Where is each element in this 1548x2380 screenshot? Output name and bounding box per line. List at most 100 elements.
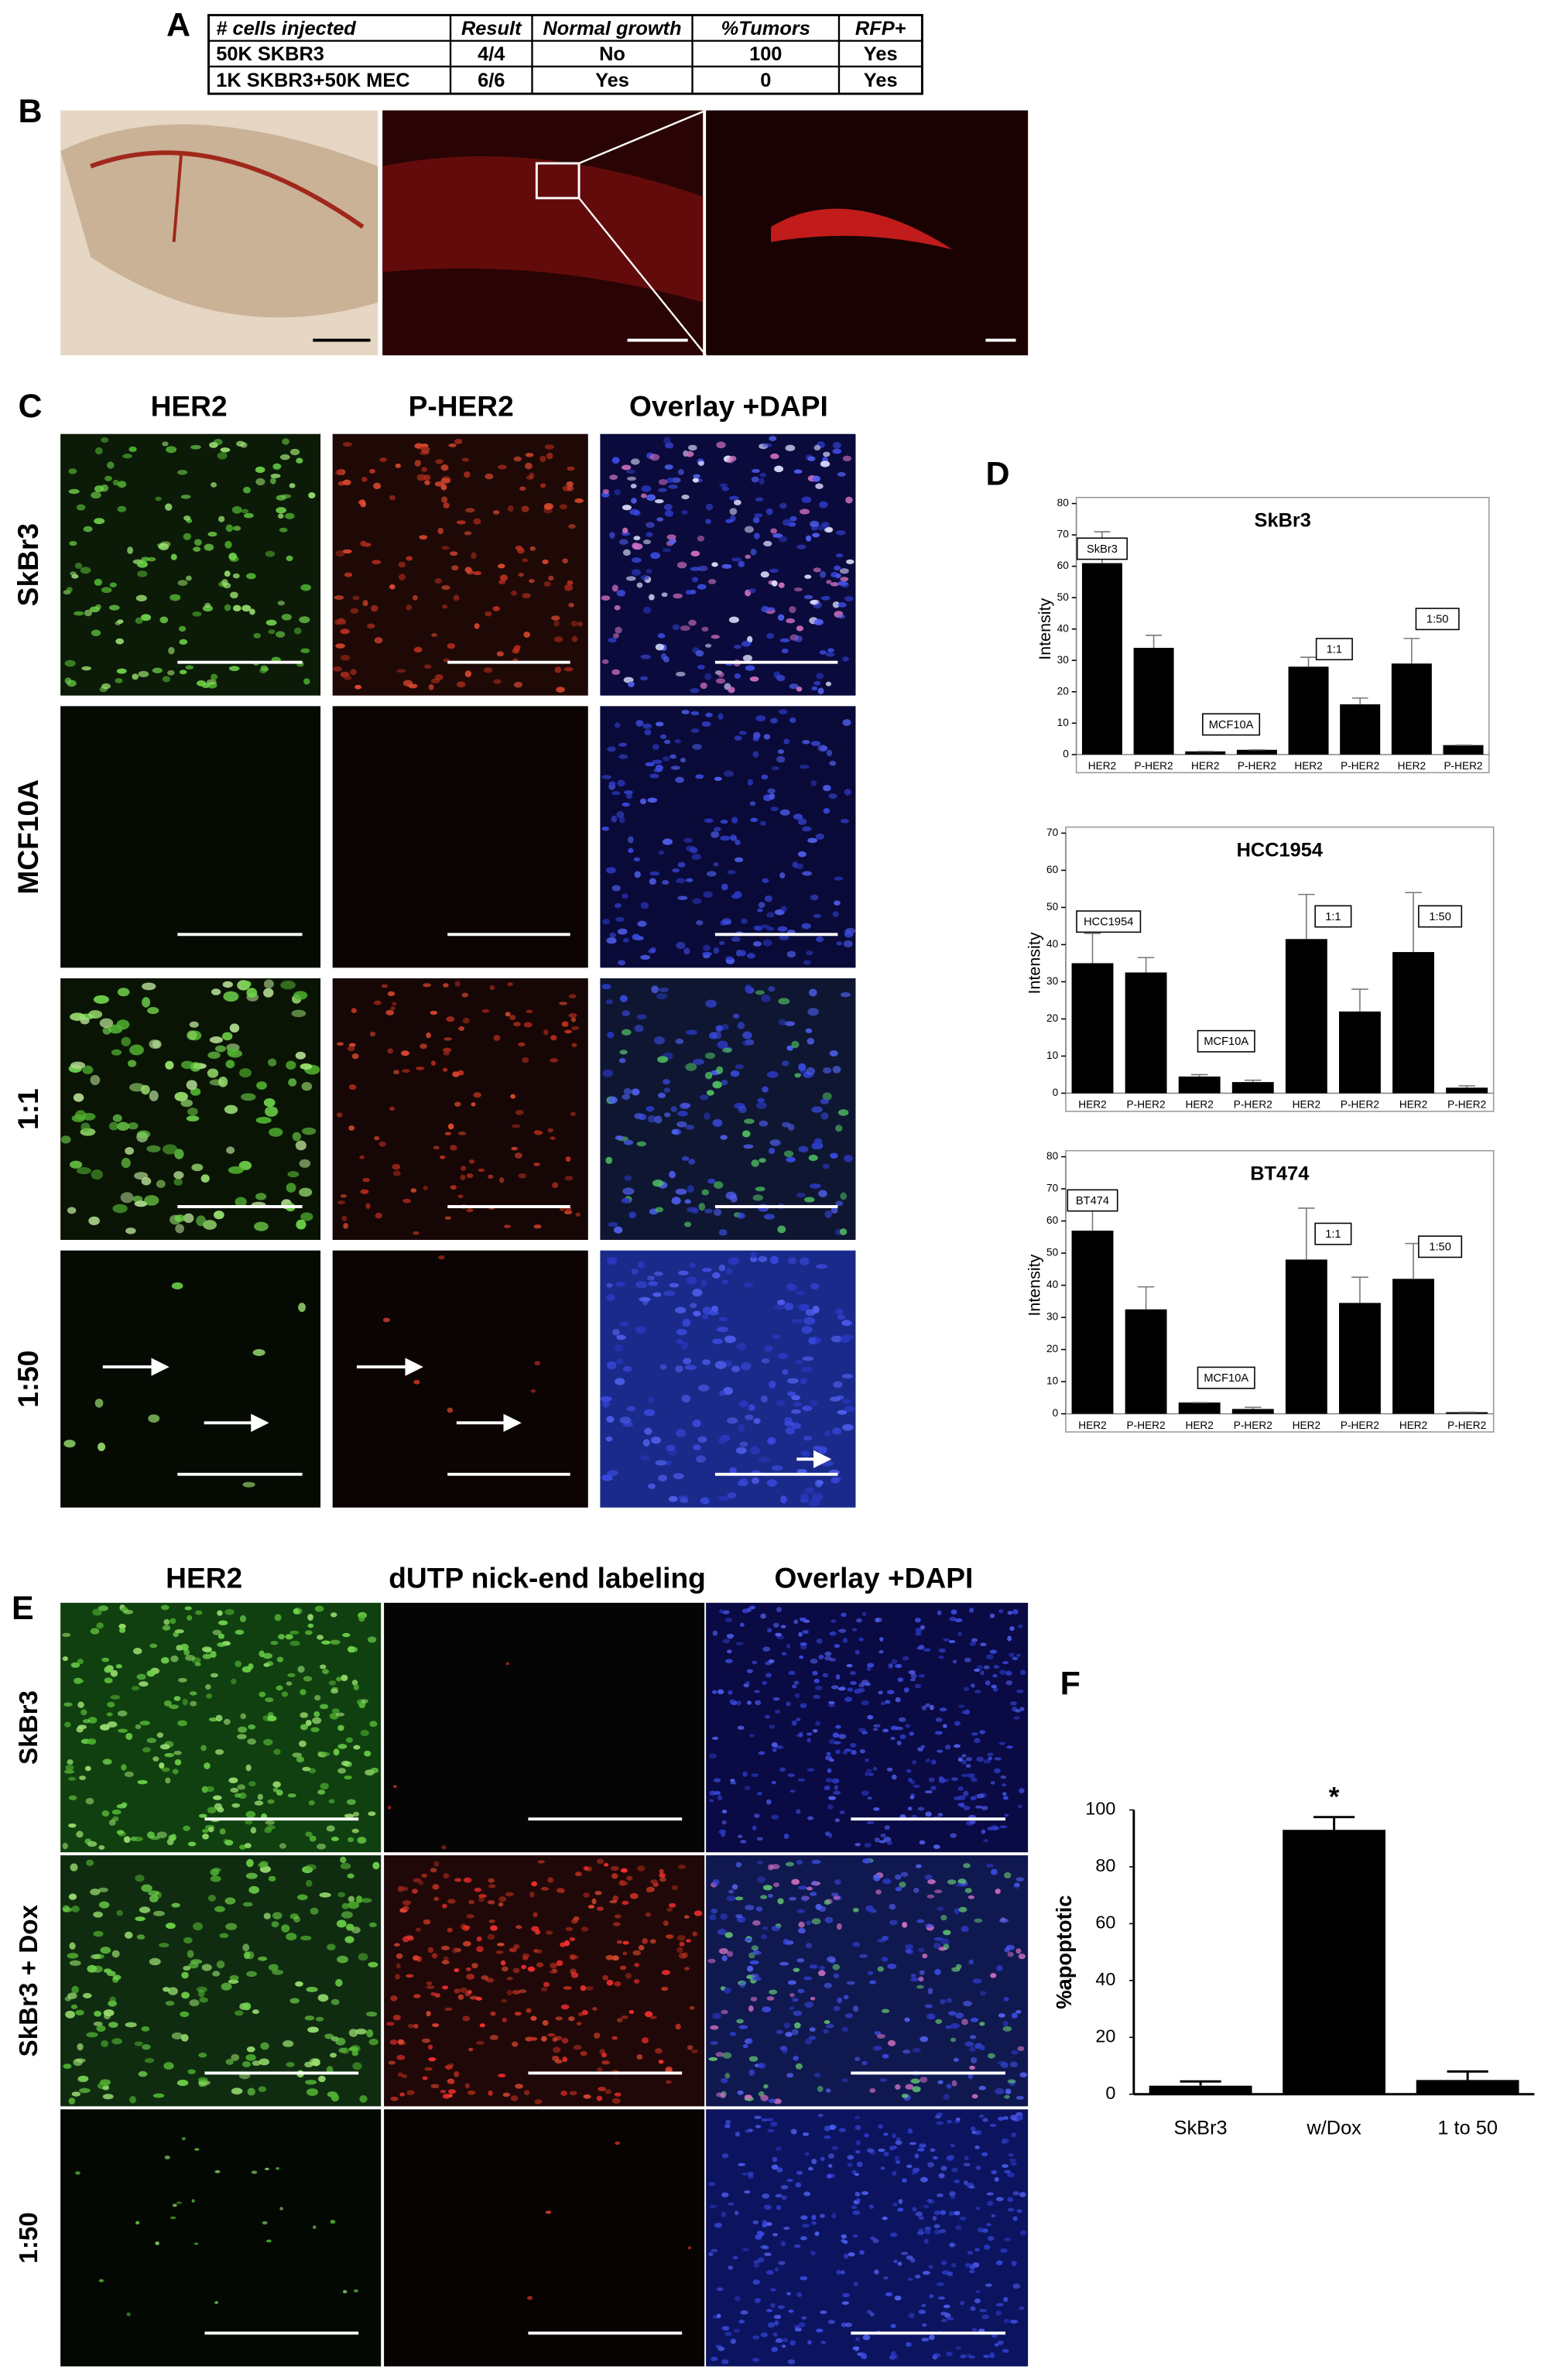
- cell: [1018, 1624, 1023, 1628]
- cell: [692, 478, 699, 483]
- cell: [79, 2087, 91, 2094]
- cell: [94, 578, 103, 586]
- cell: [580, 1984, 587, 1991]
- cell: [281, 613, 292, 621]
- cell: [277, 513, 284, 519]
- cell: [301, 1082, 313, 1091]
- cell: [839, 1228, 848, 1235]
- cell: [86, 1859, 94, 1866]
- cell: [676, 1947, 683, 1954]
- cell: [697, 584, 707, 590]
- cell: [934, 1968, 941, 1975]
- cell: [697, 565, 708, 572]
- cell: [1019, 1788, 1025, 1794]
- cell: [619, 1416, 632, 1424]
- cell: [390, 2096, 399, 2101]
- cell: [71, 1985, 79, 1994]
- cell: [385, 2022, 395, 2026]
- micrograph: [60, 978, 321, 1240]
- cell: [144, 1195, 159, 1206]
- cell: [63, 2063, 72, 2070]
- cell: [187, 1108, 198, 1116]
- cell: [709, 2204, 717, 2209]
- cell: [460, 1166, 467, 1171]
- cell: [726, 1895, 736, 1902]
- cell: [544, 444, 555, 450]
- cell: [802, 740, 810, 745]
- cell: [965, 1756, 973, 1762]
- cell: [679, 1941, 685, 1947]
- cell: [750, 548, 757, 556]
- cell: [967, 2251, 974, 2255]
- y-axis-label: Intensity: [1026, 932, 1044, 994]
- cell: [1007, 1611, 1013, 1615]
- cell: [138, 2070, 148, 2077]
- cell: [775, 2146, 782, 2152]
- cell: [855, 2139, 861, 2145]
- cell: [906, 2341, 912, 2347]
- cell: [807, 837, 818, 844]
- cell: [777, 749, 785, 754]
- cell: [784, 1420, 794, 1426]
- cell: [724, 1659, 733, 1663]
- cell: [738, 950, 746, 957]
- cell: [796, 2170, 803, 2176]
- y-tick-label: 30: [1057, 654, 1070, 666]
- cell: [770, 806, 779, 812]
- cell: [162, 441, 169, 447]
- cell: [388, 2060, 396, 2065]
- micrograph: [60, 1855, 382, 2107]
- cell: [676, 878, 686, 884]
- cell: [634, 871, 641, 878]
- cell: [412, 1889, 418, 1894]
- cell: [374, 637, 383, 644]
- cell: [606, 1361, 617, 1370]
- cell: [776, 2167, 783, 2173]
- cell: [800, 509, 810, 515]
- cell: [611, 815, 618, 823]
- cell: [977, 2227, 985, 2233]
- cell: [246, 2046, 255, 2053]
- cell: [442, 1903, 447, 1909]
- cell: [957, 1786, 964, 1791]
- cell: [270, 1640, 279, 1645]
- cell: [351, 1680, 358, 1686]
- cell: [348, 1895, 355, 1902]
- cell: [561, 2037, 569, 2044]
- cell: [759, 924, 770, 929]
- cell: [1012, 1656, 1019, 1661]
- cell: [461, 457, 469, 462]
- cell: [360, 1189, 369, 1194]
- cell: [101, 587, 112, 594]
- cell: [550, 1035, 557, 1041]
- cell: [68, 1823, 77, 1828]
- cell: [608, 1096, 618, 1104]
- cell: [141, 556, 150, 562]
- cell: [355, 1895, 363, 1904]
- cell: [769, 1659, 773, 1663]
- cell: [141, 1884, 152, 1892]
- cell: [648, 1483, 656, 1489]
- cell: [614, 1914, 622, 1919]
- cell: [358, 1953, 368, 1961]
- cell: [580, 1926, 589, 1932]
- cell: [841, 2078, 848, 2083]
- cell: [175, 1224, 184, 1234]
- cell: [779, 638, 790, 642]
- cell: [772, 2233, 779, 2237]
- cell: [738, 2320, 745, 2324]
- cell: [815, 1721, 820, 1726]
- cell: [796, 2292, 803, 2298]
- cell: [825, 681, 832, 687]
- cell: [776, 2204, 782, 2210]
- cell: [721, 2359, 729, 2365]
- cell: [542, 559, 549, 565]
- cell: [724, 956, 734, 961]
- cell: [625, 1973, 632, 1979]
- cell: [767, 2128, 775, 2133]
- cell: [763, 2084, 769, 2089]
- cell: [611, 1955, 619, 1961]
- cell: [954, 2119, 961, 2124]
- cell: [802, 871, 813, 876]
- cell: [1000, 2062, 1009, 2068]
